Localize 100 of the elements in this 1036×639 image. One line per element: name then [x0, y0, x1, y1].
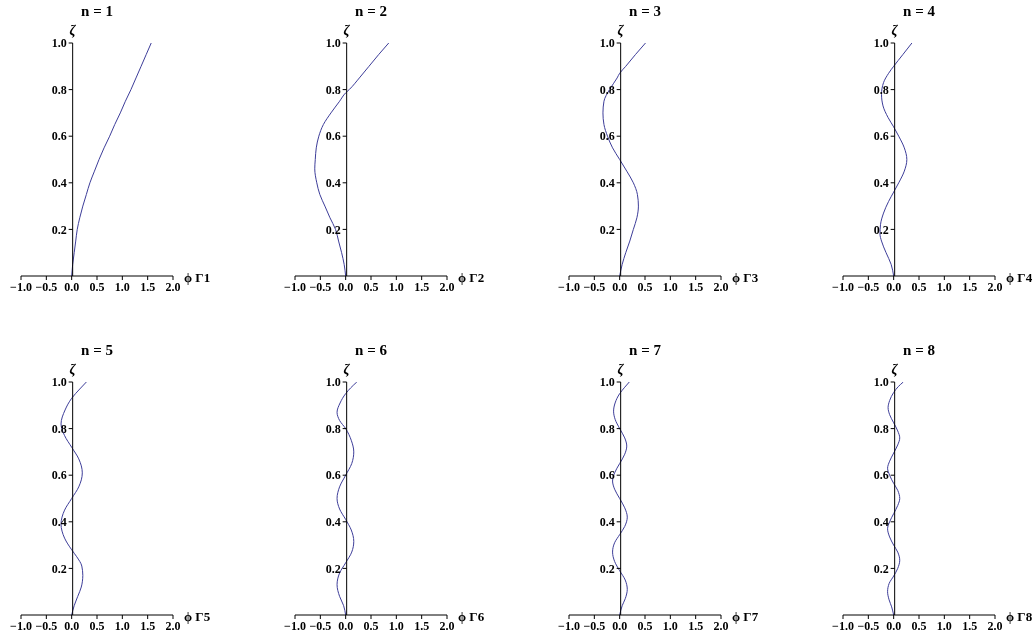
- x-tick-label: 2.0: [713, 279, 729, 294]
- x-tick-label: 0.5: [89, 618, 105, 633]
- x-tick-label: 0.0: [338, 618, 354, 633]
- y-tick-label: 0.4: [51, 176, 67, 191]
- x-tick-label: 0.0: [64, 618, 80, 633]
- x-tick-label: 0.5: [911, 279, 927, 294]
- x-axis-title: ϕ Γ4: [1006, 270, 1033, 285]
- y-tick-label: 1.0: [599, 36, 615, 51]
- y-tick-label: 0.8: [51, 82, 67, 97]
- y-tick-label: 0.4: [325, 515, 341, 530]
- y-tick-label: 0.8: [51, 421, 67, 436]
- x-tick-label: 0.5: [637, 279, 653, 294]
- x-tick-label: −1.0: [284, 279, 306, 294]
- chart-title: n = 4: [903, 3, 935, 19]
- y-tick-label: 0.4: [599, 515, 615, 530]
- y-axis-title: ζ: [343, 362, 351, 377]
- x-tick-label: −0.5: [35, 279, 58, 294]
- x-axis-title: ϕ Γ1: [184, 270, 211, 285]
- x-tick-label: 2.0: [987, 618, 1003, 633]
- y-tick-label: 1.0: [325, 36, 341, 51]
- x-tick-label: 1.0: [114, 279, 130, 294]
- y-tick-label: 0.4: [51, 515, 67, 530]
- x-tick-label: −1.0: [558, 618, 580, 633]
- x-tick-label: 0.0: [886, 279, 902, 294]
- x-axis-title: ϕ Γ2: [458, 270, 485, 285]
- y-tick-label: 0.6: [325, 468, 341, 483]
- y-tick-label: 1.0: [873, 36, 889, 51]
- x-tick-label: 0.0: [64, 279, 80, 294]
- x-tick-label: −0.5: [35, 618, 58, 633]
- chart-title: n = 6: [355, 342, 387, 358]
- y-axis-title: ζ: [69, 23, 77, 38]
- y-tick-label: 0.2: [599, 222, 615, 237]
- y-tick-label: 0.6: [51, 129, 67, 144]
- y-tick-label: 0.2: [51, 561, 67, 576]
- y-tick-label: 0.2: [51, 222, 67, 237]
- x-tick-label: 2.0: [439, 618, 455, 633]
- y-tick-label: 0.8: [325, 421, 341, 436]
- y-tick-label: 1.0: [599, 375, 615, 390]
- x-axis-title: ϕ Γ6: [458, 609, 485, 624]
- y-axis-title: ζ: [343, 23, 351, 38]
- x-tick-label: −1.0: [832, 618, 854, 633]
- x-tick-label: 0.0: [612, 279, 628, 294]
- y-tick-label: 0.8: [599, 82, 615, 97]
- chart-title: n = 3: [629, 3, 661, 19]
- x-axis-title: ϕ Γ7: [732, 609, 759, 624]
- x-tick-label: 0.0: [886, 618, 902, 633]
- x-tick-label: 1.5: [414, 618, 430, 633]
- y-axis-title: ζ: [617, 362, 625, 377]
- y-tick-label: 0.2: [873, 561, 889, 576]
- chart-title: n = 1: [81, 3, 113, 19]
- y-tick-label: 1.0: [325, 375, 341, 390]
- x-tick-label: 1.0: [388, 618, 404, 633]
- y-tick-label: 0.8: [873, 421, 889, 436]
- x-tick-label: 0.0: [612, 618, 628, 633]
- x-tick-label: −0.5: [309, 279, 332, 294]
- y-tick-label: 0.6: [51, 468, 67, 483]
- x-tick-label: −1.0: [832, 279, 854, 294]
- y-tick-label: 0.8: [873, 82, 889, 97]
- x-axis-title: ϕ Γ3: [732, 270, 759, 285]
- x-axis-title: ϕ Γ8: [1006, 609, 1033, 624]
- x-tick-label: 0.5: [911, 618, 927, 633]
- y-axis-title: ζ: [891, 23, 899, 38]
- y-tick-label: 0.2: [873, 222, 889, 237]
- x-tick-label: 2.0: [987, 279, 1003, 294]
- x-tick-label: −0.5: [857, 618, 880, 633]
- x-tick-label: 1.5: [414, 279, 430, 294]
- x-tick-label: −0.5: [857, 279, 880, 294]
- x-tick-label: 2.0: [165, 279, 181, 294]
- y-tick-label: 1.0: [873, 375, 889, 390]
- x-tick-label: −1.0: [10, 618, 32, 633]
- chart-title: n = 7: [629, 342, 661, 358]
- y-tick-label: 1.0: [51, 375, 67, 390]
- x-tick-label: 1.0: [114, 618, 130, 633]
- x-tick-label: 1.0: [388, 279, 404, 294]
- x-tick-label: 0.0: [338, 279, 354, 294]
- y-tick-label: 0.6: [873, 468, 889, 483]
- x-tick-label: 1.0: [662, 279, 678, 294]
- x-tick-label: 1.5: [140, 279, 156, 294]
- x-tick-label: 1.0: [662, 618, 678, 633]
- chart-title: n = 2: [355, 3, 387, 19]
- x-tick-label: 1.5: [688, 618, 704, 633]
- x-tick-label: 1.5: [962, 279, 978, 294]
- x-tick-label: 1.5: [962, 618, 978, 633]
- x-axis-title: ϕ Γ5: [184, 609, 211, 624]
- x-tick-label: −0.5: [309, 618, 332, 633]
- y-tick-label: 0.2: [325, 561, 341, 576]
- x-tick-label: 2.0: [713, 618, 729, 633]
- y-tick-label: 0.8: [325, 82, 341, 97]
- chart-title: n = 8: [903, 342, 935, 358]
- y-tick-label: 0.6: [325, 129, 341, 144]
- x-tick-label: 0.5: [363, 279, 379, 294]
- x-tick-label: 1.5: [688, 279, 704, 294]
- y-tick-label: 0.6: [599, 129, 615, 144]
- chart-title: n = 5: [81, 342, 113, 358]
- x-tick-label: 1.0: [936, 279, 952, 294]
- y-tick-label: 0.8: [599, 421, 615, 436]
- y-tick-label: 0.4: [325, 176, 341, 191]
- y-tick-label: 0.6: [873, 129, 889, 144]
- x-tick-label: −1.0: [558, 279, 580, 294]
- x-tick-label: −1.0: [284, 618, 306, 633]
